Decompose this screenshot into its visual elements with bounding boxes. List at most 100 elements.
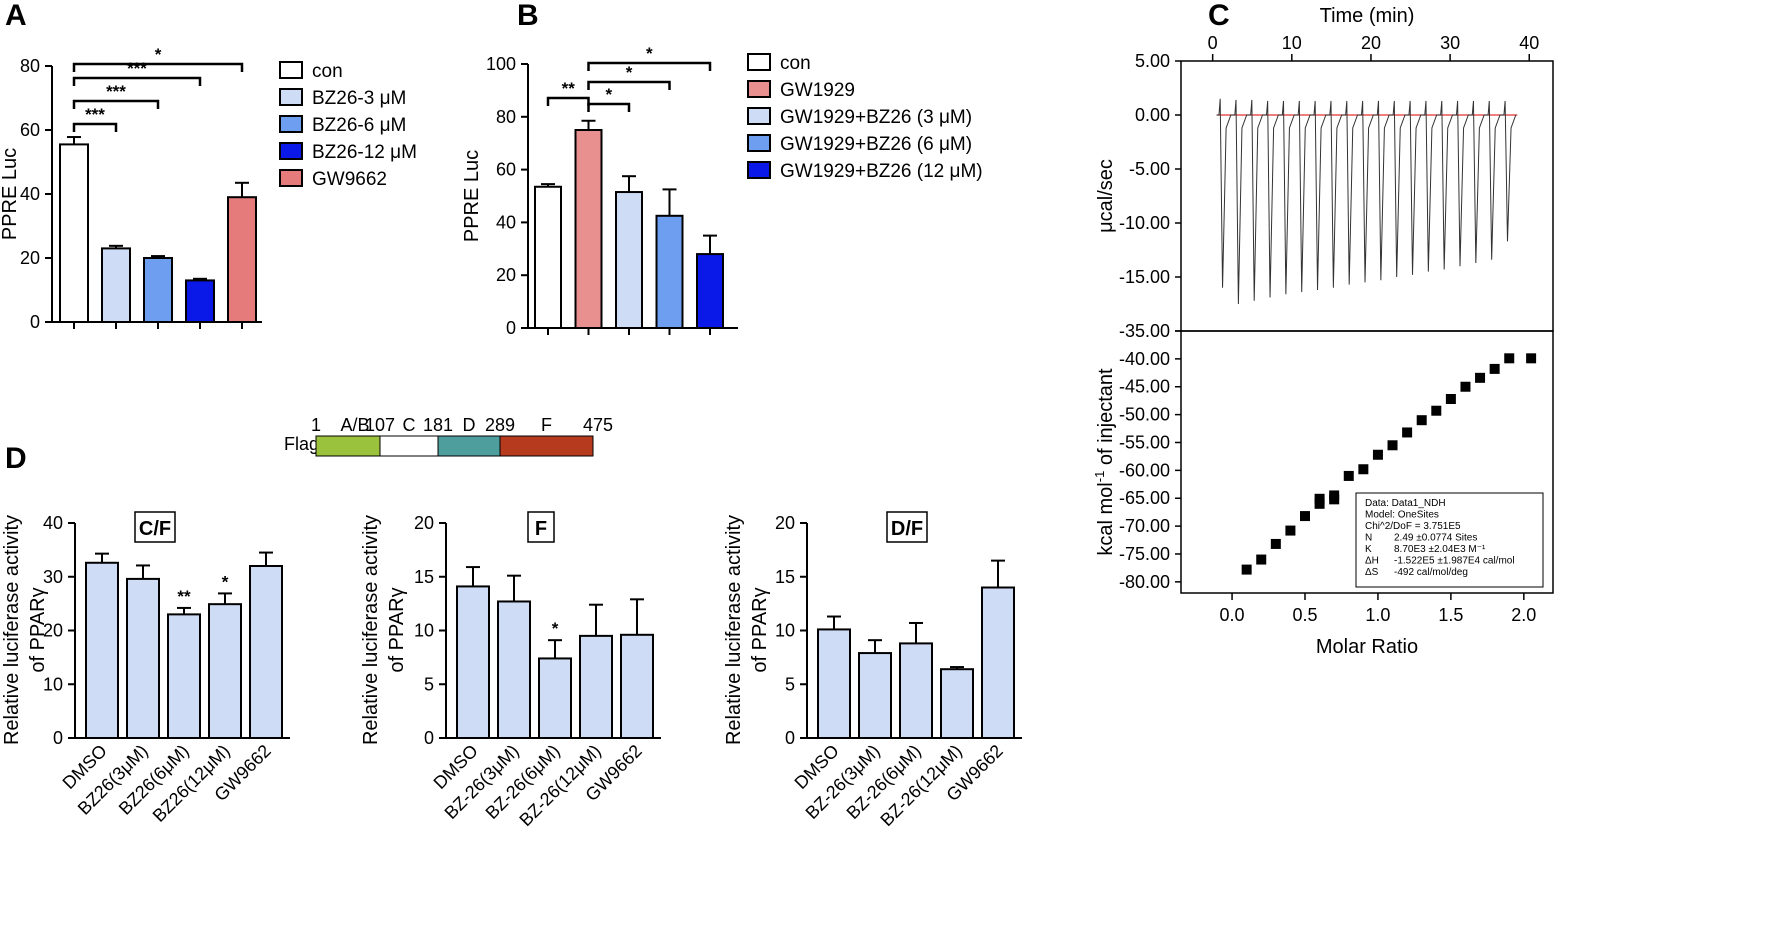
significance-bracket-0 bbox=[546, 96, 590, 106]
y-tick-label: 100 bbox=[486, 54, 516, 74]
bar-1 bbox=[858, 652, 892, 740]
x-tick-label: 1.0 bbox=[1365, 605, 1390, 625]
y-tick-label: -80.00 bbox=[1119, 572, 1170, 592]
data-point-0 bbox=[1241, 564, 1252, 575]
y-tick-label: 10 bbox=[414, 621, 434, 641]
panel-c-thermogram: 0 10 20 30 40 Time (min) 5.00 0.00 -5.00 -10.00 -1… bbox=[1095, 5, 1554, 332]
y-axis-title: μcal/sec bbox=[1095, 159, 1117, 233]
panel-b-legend: con GW1929 GW1929+BZ26 (3 μM) GW1929+BZ26 (… bbox=[747, 53, 983, 182]
y-tick-label: 40 bbox=[43, 513, 63, 533]
data-point-10 bbox=[1358, 464, 1369, 475]
fit-parameters-box bbox=[1355, 492, 1544, 588]
significance-bracket-1 bbox=[587, 102, 631, 112]
y-tick-label: -70.00 bbox=[1119, 516, 1170, 536]
y-tick-label: 5 bbox=[424, 674, 434, 694]
panel-letter-b: B bbox=[517, 0, 539, 32]
fit-parameter-name-3: N bbox=[1365, 533, 1372, 544]
bar-3 bbox=[940, 668, 974, 740]
bar-4 bbox=[620, 633, 654, 739]
y-tick-label: 60 bbox=[20, 120, 40, 140]
construct-position-0: 1 bbox=[311, 415, 321, 435]
y-tick-label: 0 bbox=[53, 728, 63, 748]
fit-parameter-name-1: Model: OneSites bbox=[1365, 510, 1439, 521]
significance-label-3: * bbox=[646, 44, 653, 63]
y-axis-title: PPRE Luc bbox=[0, 148, 21, 240]
y-tick-label: 0 bbox=[506, 318, 516, 338]
legend-label-3: BZ26-12 μM bbox=[312, 142, 417, 163]
construct-position-4: 475 bbox=[583, 415, 613, 435]
legend-swatch-0 bbox=[747, 53, 771, 71]
legend-swatch-2 bbox=[747, 107, 771, 125]
construct-position-2: 181 bbox=[423, 415, 453, 435]
bar-1 bbox=[497, 600, 531, 739]
bar-4 bbox=[696, 253, 724, 329]
legend-label-1: GW1929 bbox=[780, 80, 855, 101]
bar-1 bbox=[574, 129, 603, 329]
panel-a-legend: con BZ26-3 μM BZ26-6 μM BZ26-12 μM GW9662 bbox=[279, 61, 417, 190]
chart-title-box bbox=[527, 511, 555, 543]
y-axis-title-line1: Relative luciferase activity bbox=[360, 515, 382, 745]
bar-1 bbox=[101, 247, 131, 323]
x-axis-title: Molar Ratio bbox=[1316, 636, 1418, 658]
y-tick-label: 30 bbox=[43, 567, 63, 587]
y-tick-label: -50.00 bbox=[1119, 405, 1170, 425]
bar-4 bbox=[227, 196, 257, 323]
y-tick-label: -35.00 bbox=[1119, 321, 1170, 341]
construct-domain-3 bbox=[499, 435, 594, 457]
y-tick-label: 80 bbox=[496, 107, 516, 127]
bar-2 bbox=[899, 642, 933, 740]
y-tick-label: 20 bbox=[43, 621, 63, 641]
data-point-17 bbox=[1460, 381, 1471, 392]
data-point-6 bbox=[1314, 493, 1325, 504]
y-tick-label: -40.00 bbox=[1119, 349, 1170, 369]
legend-label-3: GW1929+BZ26 (6 μM) bbox=[780, 134, 972, 155]
panel-d-cf-chart: 010203040DMSOBZ26(3μM)**BZ26(6μM)*BZ26(1… bbox=[1, 511, 290, 826]
legend-swatch-3 bbox=[747, 134, 771, 152]
y-tick-label: -10.00 bbox=[1119, 213, 1170, 233]
legend-label-4: GW1929+BZ26 (12 μM) bbox=[780, 161, 983, 182]
data-point-18 bbox=[1475, 372, 1486, 383]
construct-domain-label-2: D bbox=[463, 415, 476, 435]
legend-label-0: con bbox=[312, 61, 343, 82]
top-x-tick-label: 40 bbox=[1519, 33, 1539, 53]
data-point-19 bbox=[1489, 363, 1500, 374]
legend-swatch-3 bbox=[279, 142, 303, 160]
fit-parameter-name-4: K bbox=[1365, 544, 1372, 555]
significance-bracket-2 bbox=[587, 80, 671, 90]
fit-parameter-name-5: ΔH bbox=[1365, 556, 1379, 567]
y-tick-label: 20 bbox=[414, 513, 434, 533]
bar-2 bbox=[143, 257, 173, 323]
y-axis-title-line2: of PPARγ bbox=[749, 587, 771, 672]
bar-0 bbox=[534, 185, 562, 329]
construct-domain-0 bbox=[315, 435, 381, 457]
y-tick-label: 20 bbox=[496, 265, 516, 285]
bar-1 bbox=[126, 577, 160, 740]
data-point-15 bbox=[1431, 405, 1442, 416]
data-point-4 bbox=[1300, 511, 1310, 522]
significance-bracket-0 bbox=[72, 122, 118, 132]
panel-d-df-chart: 05101520DMSOBZ-26(3μM)BZ-26(6μM)BZ-26(12… bbox=[723, 511, 1022, 830]
isotherm-frame bbox=[1180, 330, 1554, 594]
significance-label-2: * bbox=[626, 63, 633, 82]
data-point-11 bbox=[1372, 449, 1383, 460]
bar-0 bbox=[817, 628, 851, 739]
panel-letter-d: D bbox=[5, 442, 27, 475]
x-tick-label: 0.5 bbox=[1292, 605, 1317, 625]
y-tick-label: 80 bbox=[20, 56, 40, 76]
y-tick-label: 0 bbox=[424, 728, 434, 748]
bar-4 bbox=[981, 586, 1015, 739]
legend-swatch-4 bbox=[747, 161, 771, 179]
panel-letter-a: A bbox=[5, 0, 27, 32]
fit-parameter-name-0: Data: Data1_NDH bbox=[1365, 498, 1446, 509]
significance-bracket-2 bbox=[72, 76, 202, 86]
data-point-3 bbox=[1285, 525, 1296, 536]
significance-label-2: * bbox=[552, 619, 559, 638]
y-axis-title-line1: Relative luciferase activity bbox=[723, 515, 745, 745]
y-tick-label: 40 bbox=[496, 212, 516, 232]
bar-0 bbox=[59, 143, 89, 323]
y-tick-label: -65.00 bbox=[1119, 488, 1170, 508]
y-axis-title-line1: Relative luciferase activity bbox=[1, 515, 23, 745]
y-tick-label: 0 bbox=[30, 312, 40, 332]
